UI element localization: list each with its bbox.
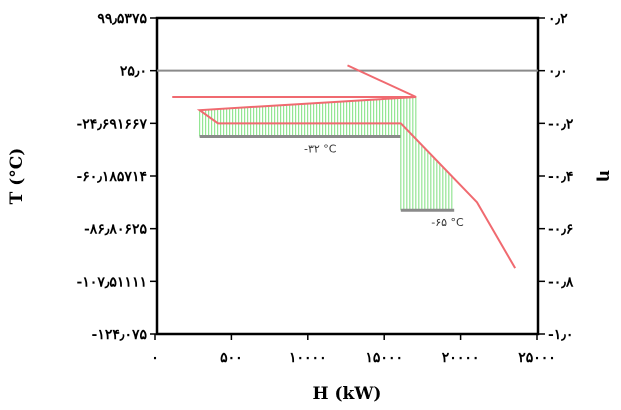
y-tick-label: -۶۰٫۱۸۵۷۱۴ (76, 169, 147, 185)
chart-marks: -۳۲ °C -۶۵ °C (157, 64, 538, 269)
y-tick-label: ۲۵٫۰ (120, 64, 147, 80)
y2-tick-label: -۱٫۰ (548, 327, 573, 343)
chart-ticks: ۹۹٫۵۳۷۵ ۰٫۲ ۲۵٫۰ ۰٫۰ -۲۴٫۶۹۱۶۶۷ -۰٫۲ -۶۰٫۱۸۵۷۱… (76, 11, 573, 366)
pinch-hatch-2 (400, 97, 453, 211)
y-tick-label: -۸۶٫۸۰۶۲۵ (84, 222, 147, 238)
x-axis-title: H (kW) (313, 384, 382, 404)
y2-tick-label: -۰٫۲ (548, 116, 574, 132)
pinch-label-1: -۳۲ °C (304, 143, 337, 156)
y2-tick-label: ۰٫۰ (548, 64, 568, 80)
x-tick-label: ۵۰۰ (220, 350, 243, 366)
x-tick-label: ۲۵۰۰۰ (518, 350, 556, 366)
y-tick-label: -۲۴٫۶۹۱۶۶۷ (76, 116, 147, 132)
y2-tick-label: -۰٫۸ (548, 274, 574, 290)
y2-tick-label: -۰٫۴ (548, 169, 573, 185)
x-tick-label: ۰ (151, 350, 159, 366)
x-tick-label: ۱۵۰۰۰ (365, 350, 403, 366)
x-tick-label: ۱۰۰۰۰ (289, 350, 327, 366)
y-tick-label: ۹۹٫۵۳۷۵ (97, 11, 147, 27)
y2-tick-label: ۰٫۲ (548, 11, 568, 27)
right-axis-title: η (595, 170, 615, 182)
y-axis-title: T (°C) (7, 148, 27, 205)
pinch-hatch-1 (199, 97, 402, 137)
y-tick-label: -۱۲۴٫۰۷۵ (92, 327, 148, 343)
x-tick-label: ۲۰۰۰۰ (442, 350, 480, 366)
y2-tick-label: -۰٫۶ (548, 222, 573, 238)
y-tick-label: -۱۰۷٫۵۱۱۱۱ (76, 274, 147, 290)
series-line-1 (172, 64, 517, 269)
pinch-label-2: -۶۵ °C (431, 216, 464, 229)
